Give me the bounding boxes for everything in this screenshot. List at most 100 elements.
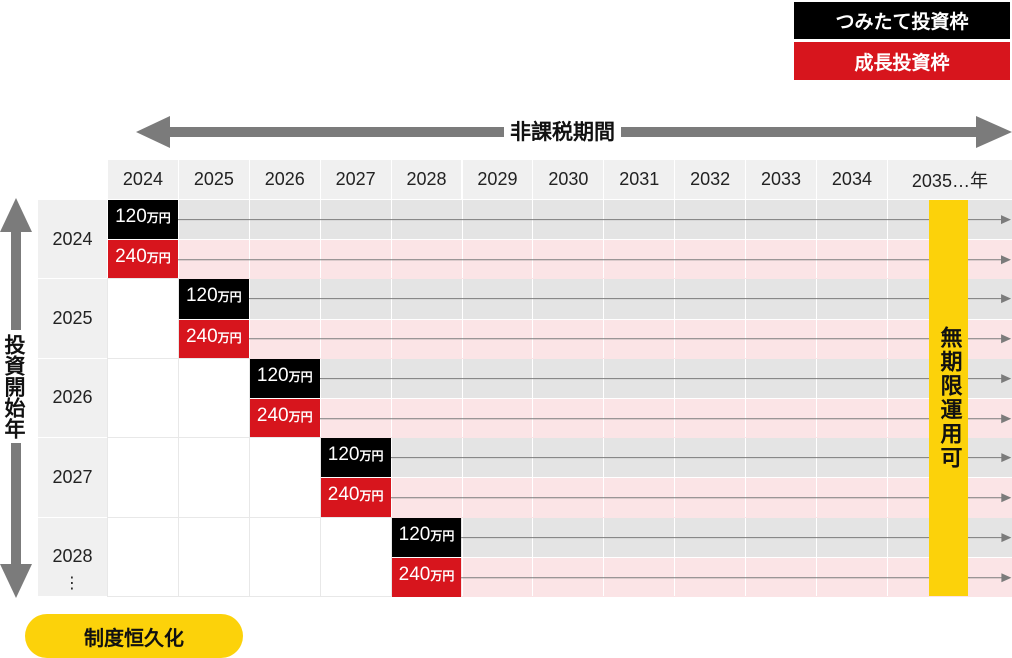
year-header-8: 2032	[675, 160, 746, 199]
column-separator	[674, 200, 676, 279]
seichou-amount-value: 240	[256, 405, 289, 426]
column-separator	[745, 200, 747, 279]
empty-cell	[107, 516, 179, 597]
tsumitate-amount-unit: 万円	[217, 290, 242, 305]
empty-cell	[177, 516, 250, 597]
column-separator	[745, 438, 747, 517]
arrow-head	[1000, 532, 1011, 542]
column-separator	[886, 358, 888, 438]
arrow-head	[1000, 294, 1011, 304]
year-header-0: 2024	[108, 160, 178, 199]
column-separator	[461, 517, 463, 596]
column-separator	[532, 517, 534, 596]
arrow-head	[1001, 255, 1011, 265]
permanent-badge: 制度恒久化	[25, 614, 243, 658]
unlimited-column: 無期限運用可	[929, 200, 968, 596]
start-year-2: 2026	[38, 358, 107, 438]
column-separator	[461, 279, 463, 358]
arrow-head	[1000, 334, 1011, 344]
column-separator	[674, 438, 676, 517]
column-separator	[248, 279, 250, 358]
duration-arrows	[168, 215, 1011, 265]
year-header-5: 2029	[462, 160, 533, 199]
column-separator	[390, 358, 392, 438]
seichou-amount: 240 万円	[249, 399, 320, 439]
seichou-amount-unit: 万円	[288, 410, 313, 424]
empty-cell	[177, 357, 250, 439]
column-separator	[745, 279, 747, 358]
seichou-amount-unit: 万円	[430, 568, 455, 583]
start-year-1: 2025	[38, 279, 107, 358]
tsumitate-amount: 120 万円	[178, 279, 249, 319]
start-year-0: 2024	[38, 200, 107, 279]
column-separator	[886, 279, 888, 358]
column-separator	[886, 438, 888, 517]
column-separator	[532, 200, 534, 279]
start-year-4: 2028	[38, 517, 107, 596]
column-separator	[390, 438, 392, 517]
column-separator	[532, 358, 534, 438]
column-separator	[745, 358, 747, 438]
seichou-amount-unit: 万円	[146, 251, 171, 266]
legend-seichou: 成長投資枠	[794, 42, 1010, 80]
column-separator	[674, 517, 676, 596]
empty-cell	[107, 437, 179, 518]
tsumitate-amount-value: 120	[398, 523, 431, 545]
column-separator	[248, 200, 250, 279]
seichou-amount-value: 240	[398, 563, 431, 585]
column-separator	[390, 279, 392, 358]
column-separator	[603, 279, 605, 358]
column-separator	[532, 438, 534, 517]
tsumitate-amount-unit: 万円	[430, 528, 455, 543]
column-separator	[886, 200, 888, 279]
column-separator	[816, 358, 817, 438]
column-separator	[816, 438, 817, 517]
column-separator	[461, 358, 463, 438]
continuation-dots: ⋮	[64, 573, 80, 592]
legend-tsumitate: つみたて投資枠	[794, 2, 1010, 39]
tsumitate-amount-unit: 万円	[288, 369, 313, 384]
arrow-head	[1000, 373, 1011, 383]
start-year-label: 投資開始年	[2, 330, 29, 443]
column-separator	[532, 279, 534, 358]
seichou-amount-value: 240	[115, 246, 147, 268]
seichou-amount: 240 万円	[320, 478, 391, 518]
column-separator	[745, 517, 747, 596]
tsumitate-amount-value: 120	[327, 444, 360, 466]
column-separator	[886, 517, 888, 596]
tsumitate-amount-unit: 万円	[359, 449, 384, 464]
year-header-7: 2031	[604, 160, 675, 199]
column-separator	[674, 279, 676, 358]
arrow-head	[1000, 493, 1011, 503]
period-label: 非課税期間	[504, 118, 621, 146]
seichou-amount-value: 240	[327, 484, 360, 506]
column-separator	[603, 438, 605, 517]
column-separator	[461, 200, 463, 279]
empty-cell	[248, 516, 321, 597]
permanent-label: 制度恒久化	[84, 625, 184, 650]
seichou-amount: 240 万円	[391, 557, 462, 597]
year-header-3: 2027	[320, 160, 391, 199]
seichou-amount-unit: 万円	[359, 489, 384, 504]
tsumitate-amount: 120 万円	[391, 517, 462, 557]
tsumitate-amount-value: 120	[185, 285, 218, 307]
start-year-3: 2027	[38, 438, 107, 517]
column-separator	[816, 279, 817, 358]
column-separator	[816, 200, 817, 279]
legend-tsumitate-label: つみたて投資枠	[835, 11, 969, 33]
duration-arrows	[451, 532, 1011, 582]
empty-cell	[248, 437, 321, 518]
year-header-6: 2030	[533, 160, 604, 199]
column-separator	[177, 200, 179, 279]
column-separator	[603, 358, 605, 438]
column-separator	[319, 358, 321, 438]
tsumitate-amount: 120 万円	[320, 438, 391, 478]
empty-cell	[107, 357, 179, 439]
unlimited-label: 無期限運用可	[936, 326, 962, 470]
tsumitate-amount-unit: 万円	[146, 211, 171, 225]
tsumitate-amount-value: 120	[115, 206, 147, 227]
column-separator	[603, 517, 605, 596]
seichou-amount-unit: 万円	[217, 330, 242, 345]
column-separator	[461, 438, 463, 517]
column-separator	[390, 200, 392, 279]
